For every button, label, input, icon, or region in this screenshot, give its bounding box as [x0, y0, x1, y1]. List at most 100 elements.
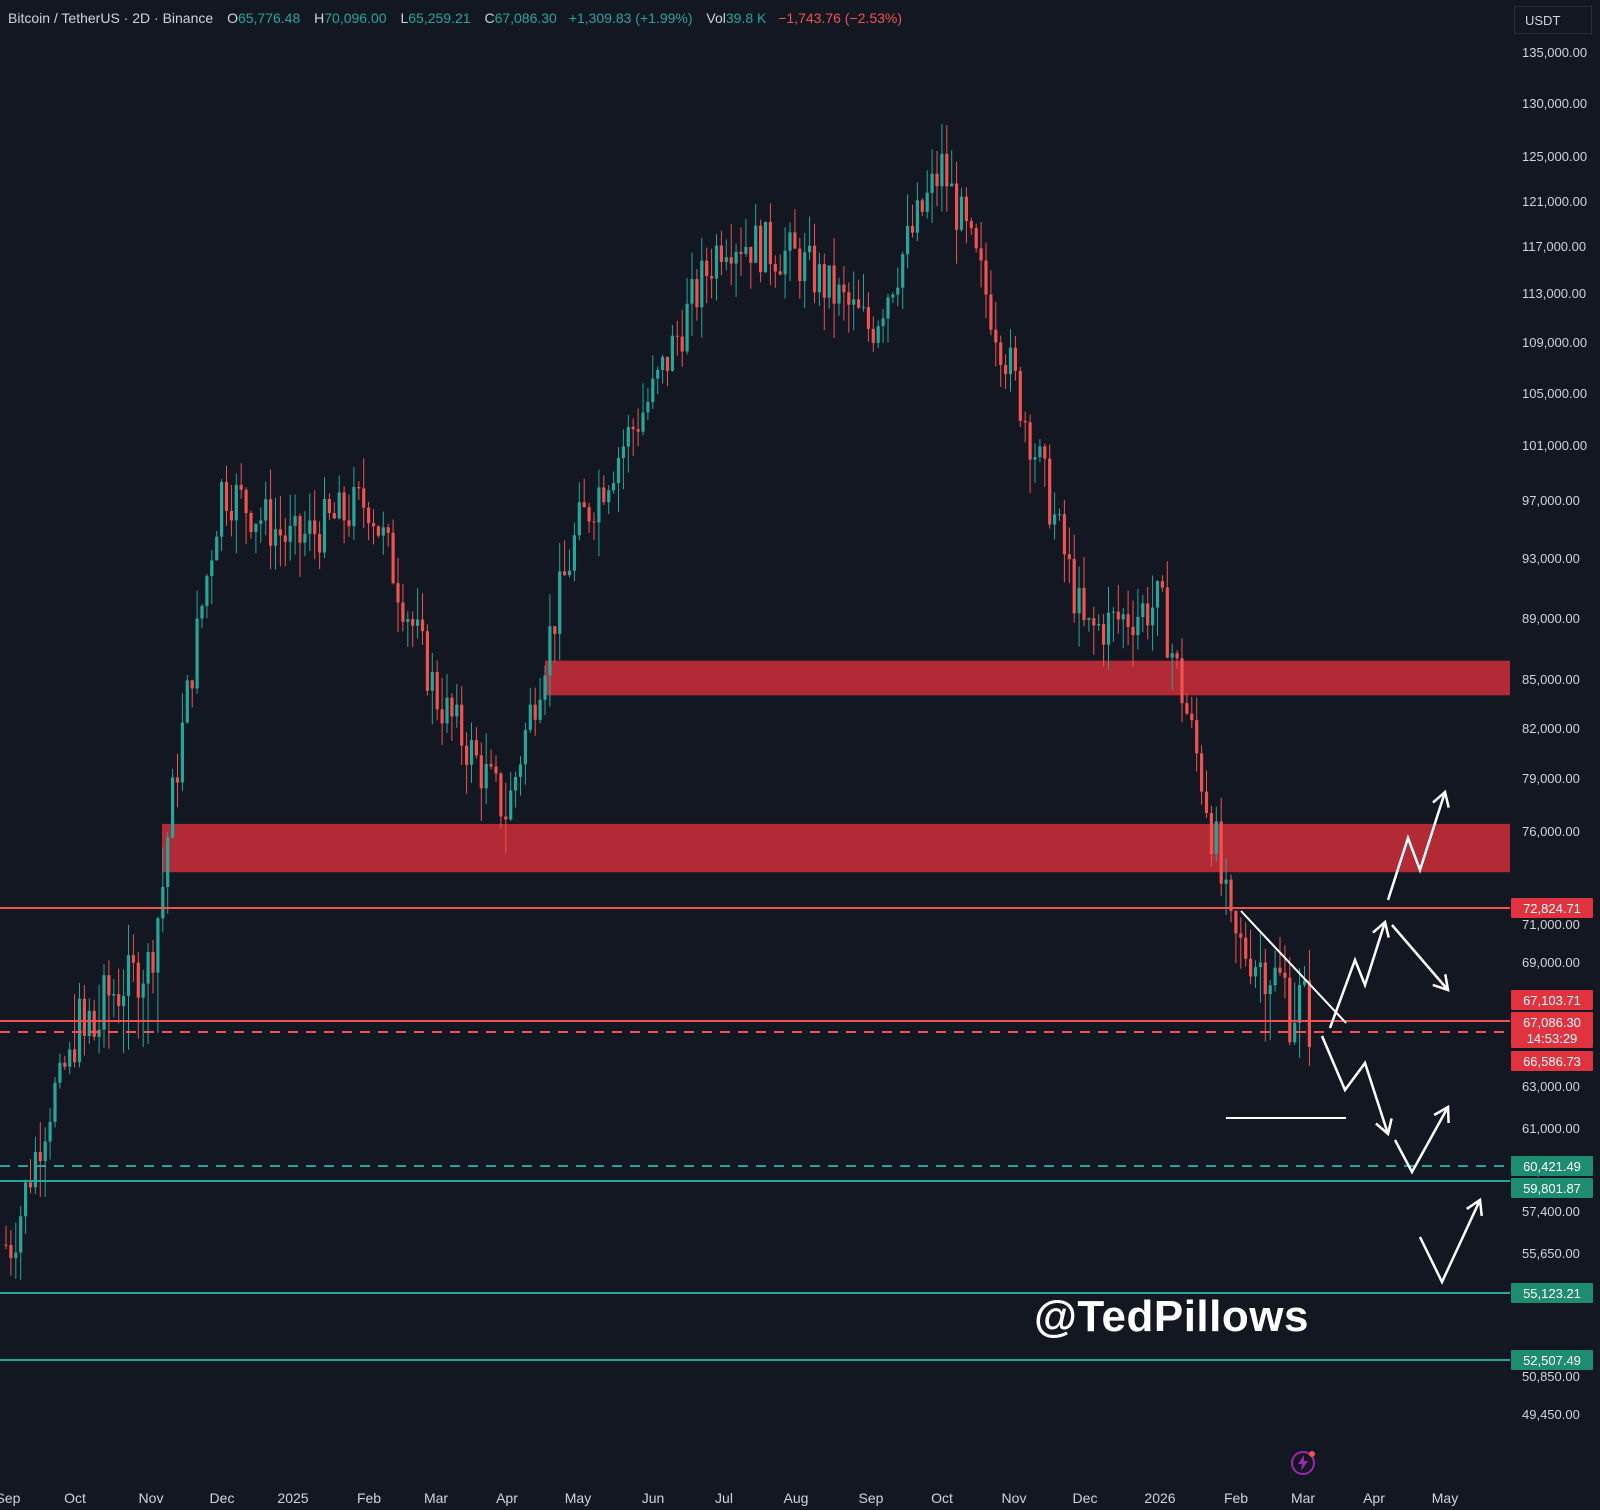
candle-body — [269, 499, 273, 546]
candle-body — [817, 264, 821, 293]
descending-trendline — [1240, 910, 1347, 1024]
candle-body — [665, 356, 670, 371]
candle-body — [803, 252, 807, 282]
candle-body — [1053, 514, 1057, 525]
candle-body — [298, 516, 302, 543]
candle-body — [979, 248, 983, 261]
level-label-bg — [1511, 1051, 1593, 1071]
candle-body — [308, 520, 312, 534]
candle-body — [131, 955, 135, 963]
arrow-head — [1432, 789, 1450, 808]
candle-body — [641, 412, 645, 432]
price-tick-label: 61,000.00 — [1522, 1121, 1580, 1136]
price-tick-label: 117,000.00 — [1522, 239, 1586, 254]
candle-body — [411, 619, 415, 626]
candle-body — [612, 483, 616, 491]
high-label: H — [314, 10, 325, 26]
resistance-zones — [162, 660, 1510, 873]
candle-body — [161, 886, 165, 919]
candle-body — [1008, 347, 1013, 375]
resistance-zone — [162, 823, 1510, 873]
candle-body — [504, 816, 508, 820]
candle-body — [112, 994, 116, 996]
candle-body — [670, 335, 674, 371]
arrow-head — [1432, 974, 1450, 992]
candle-body — [567, 570, 572, 576]
candle-body — [357, 487, 361, 489]
currency-selector[interactable]: USDT — [1514, 6, 1592, 34]
candle-body — [763, 222, 768, 273]
price-tick-label: 135,000.00 — [1522, 45, 1587, 60]
open-value: 65,776.48 — [237, 10, 301, 26]
time-tick-label: Aug — [784, 1490, 809, 1506]
price-tick-label: 130,000.00 — [1522, 96, 1587, 111]
candle-body — [827, 265, 831, 298]
candle-body — [896, 287, 900, 295]
candle-body — [1106, 612, 1111, 645]
candle-body — [749, 247, 753, 263]
candle-body — [920, 200, 924, 212]
candle-body — [322, 498, 327, 553]
candle-body — [778, 271, 782, 275]
price-axis: 135,000.00 130,000.00 125,000.00 121,000.00… — [1522, 45, 1587, 1422]
candle-body — [651, 378, 655, 403]
lightning-bolt-icon[interactable] — [1290, 1450, 1316, 1476]
candle-body — [1175, 653, 1179, 659]
watermark: @TedPillows — [1034, 1292, 1309, 1341]
candle-body — [1249, 958, 1253, 977]
candle-body — [1004, 365, 1008, 375]
candle-body — [48, 1121, 52, 1142]
candle-body — [416, 619, 420, 626]
price-tick-label: 71,000.00 — [1522, 917, 1580, 932]
drawings — [1226, 789, 1483, 1285]
candle-body — [842, 284, 846, 293]
candle-body — [9, 1245, 13, 1259]
candle-body — [171, 777, 175, 838]
candle-body — [528, 704, 532, 730]
candles — [4, 123, 1311, 1281]
candle-body — [288, 525, 292, 542]
time-tick-label: Feb — [357, 1490, 381, 1506]
level-label: 55,123.21 — [1523, 1286, 1581, 1301]
candle-body — [68, 1049, 72, 1067]
price-tick-label: 69,000.00 — [1522, 955, 1580, 970]
candle-body — [1239, 933, 1243, 938]
candle-body — [220, 481, 224, 537]
high-value: 70,096.00 — [324, 10, 387, 26]
time-tick-label: Mar — [1291, 1490, 1315, 1506]
candle-body — [14, 1252, 18, 1259]
candle-body — [1028, 422, 1032, 460]
candle-body — [381, 527, 385, 536]
candle-body — [989, 294, 993, 330]
candle-body — [543, 675, 547, 700]
candle-body — [1087, 618, 1091, 621]
time-tick-label: Sep — [859, 1490, 884, 1506]
close-label: C — [484, 10, 495, 26]
candle-body — [1195, 720, 1199, 754]
symbol-title[interactable]: Bitcoin / TetherUS · 2D · Binance — [8, 10, 214, 26]
candle-body — [1136, 616, 1140, 636]
price-tick-label: 121,000.00 — [1522, 194, 1587, 209]
candle-body — [1244, 937, 1248, 959]
candle-body — [278, 529, 282, 536]
symbol-legend: Bitcoin / TetherUS · 2D · Binance O65,77… — [8, 10, 902, 26]
candle-body — [768, 222, 772, 265]
candle-body — [1077, 587, 1081, 614]
candle-body — [950, 183, 954, 187]
candle-body — [680, 336, 684, 352]
candle-body — [563, 571, 567, 576]
level-label: 67,086.30 — [1523, 1015, 1581, 1030]
price-tick-label: 57,400.00 — [1522, 1204, 1580, 1219]
candle-body — [518, 764, 523, 777]
candle-body — [710, 276, 714, 279]
candle-body — [102, 975, 106, 1030]
time-tick-label: Dec — [210, 1490, 235, 1506]
candle-body — [63, 1062, 67, 1067]
candle-body — [190, 680, 194, 689]
candle-body — [1102, 624, 1106, 645]
candle-body — [474, 740, 478, 756]
level-label-bg — [1511, 1283, 1593, 1303]
candle-body — [1018, 370, 1022, 421]
